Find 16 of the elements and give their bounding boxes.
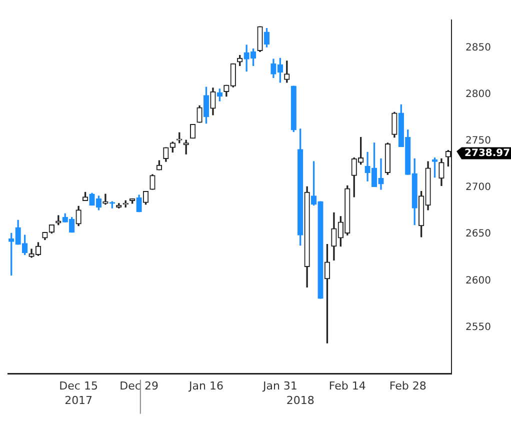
y-tick-label: 2700: [466, 182, 492, 194]
y-tick-label: 2650: [466, 228, 492, 240]
y-tick-label: 2750: [466, 136, 492, 147]
text: 2738.97: [464, 148, 510, 159]
text: 2017: [64, 394, 93, 408]
y-tick-label: 2550: [466, 322, 492, 333]
y-tick-label: 2800: [466, 89, 492, 100]
x-tick-label: Feb 14: [328, 379, 366, 392]
text: 2018: [286, 394, 314, 408]
x-tick-label: Feb 28: [389, 379, 426, 392]
x-tick-label: Jan 16: [188, 379, 224, 392]
x-tick-label: Jan 31: [262, 379, 298, 392]
x-tick-label: Dec 29: [120, 379, 158, 392]
y-tick-label: 2850: [466, 42, 492, 54]
y-tick-label: 2600: [466, 275, 492, 286]
x-tick-label: Dec 15: [59, 379, 98, 392]
